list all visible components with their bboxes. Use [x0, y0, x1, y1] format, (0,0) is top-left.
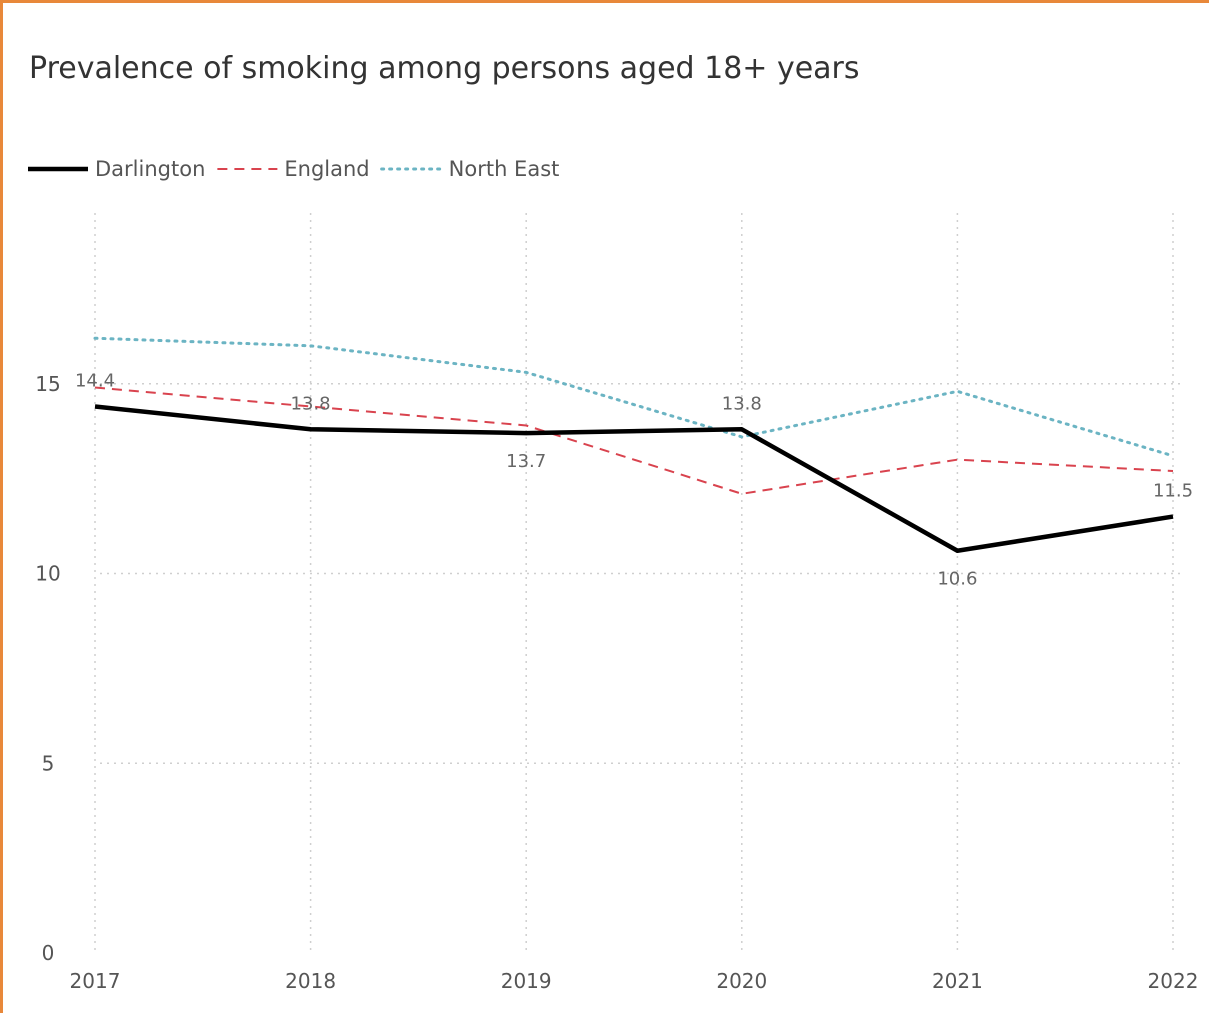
x-tick-label: 2017	[70, 969, 121, 993]
legend-label-england: England	[284, 157, 369, 181]
data-label: 11.5	[1153, 481, 1193, 502]
data-label: 13.8	[722, 393, 762, 414]
y-tick-label: 5	[42, 751, 55, 775]
data-label: 10.6	[937, 569, 977, 590]
legend-label-darlington: Darlington	[95, 157, 205, 181]
x-tick-label: 2019	[501, 969, 552, 993]
y-tick-label: 0	[42, 941, 55, 965]
data-label: 14.4	[75, 371, 115, 392]
legend-label-north-east: North East	[449, 157, 560, 181]
x-tick-label: 2021	[932, 969, 983, 993]
series-line-england	[94, 386, 1174, 495]
series-line-darlington	[94, 404, 1174, 553]
data-label: 13.7	[506, 451, 546, 472]
x-tick-label: 2020	[716, 969, 767, 993]
y-tick-label: 15	[35, 372, 60, 396]
series-line-north-east	[93, 336, 1175, 458]
x-tick-label: 2018	[285, 969, 336, 993]
x-tick-label: 2022	[1148, 969, 1199, 993]
chart-title: Prevalence of smoking among persons aged…	[29, 51, 860, 86]
y-tick-label: 10	[35, 562, 60, 586]
data-label: 13.8	[291, 393, 331, 414]
